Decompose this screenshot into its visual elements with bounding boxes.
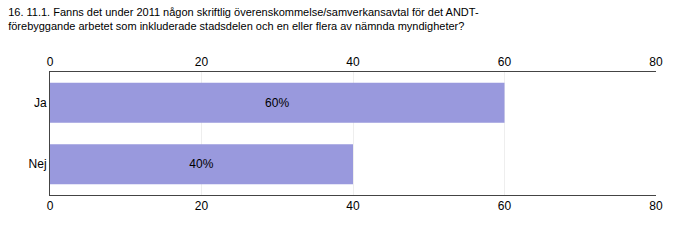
svg-text:40%: 40%	[189, 157, 213, 171]
svg-text:60%: 60%	[265, 96, 289, 110]
svg-text:80: 80	[649, 199, 663, 213]
svg-text:16. 11.1. Fanns det under 2011: 16. 11.1. Fanns det under 2011 någon skr…	[8, 6, 479, 32]
svg-text:60: 60	[498, 199, 512, 213]
svg-text:0: 0	[47, 199, 54, 213]
svg-text:Nej: Nej	[29, 157, 47, 171]
svg-text:Ja: Ja	[34, 96, 47, 110]
svg-text:40: 40	[346, 55, 360, 69]
svg-text:40: 40	[346, 199, 360, 213]
svg-text:20: 20	[195, 55, 209, 69]
svg-text:20: 20	[195, 199, 209, 213]
svg-text:0: 0	[47, 55, 54, 69]
svg-text:80: 80	[649, 55, 663, 69]
svg-text:60: 60	[498, 55, 512, 69]
